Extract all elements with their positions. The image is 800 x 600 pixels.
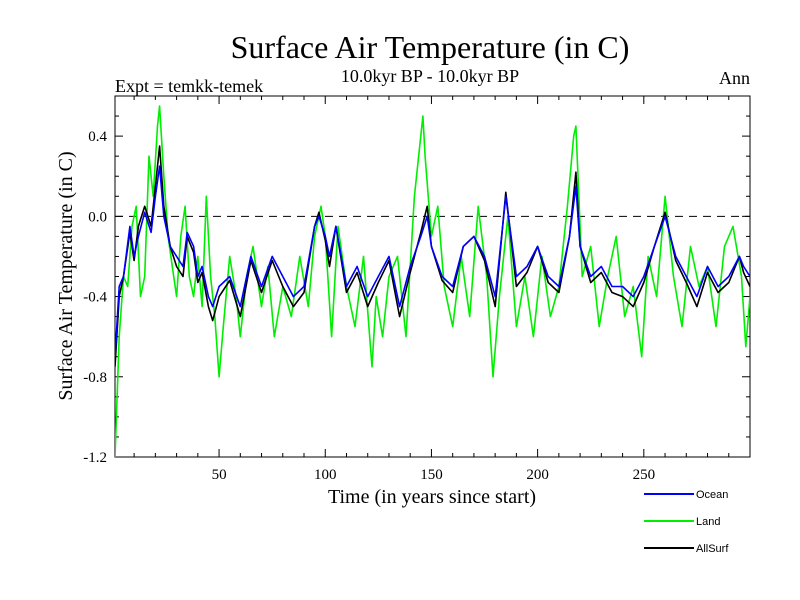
chart-subtitle: 10.0kyr BP - 10.0kyr BP [341, 66, 519, 86]
series-line-land [115, 105, 750, 457]
y-tick-label: -1.2 [83, 450, 107, 466]
experiment-label: Expt = temkk-temek [115, 76, 263, 96]
legend-label-allsurf: AllSurf [696, 543, 729, 555]
x-tick-labels: 50 100 150 200 250 [212, 467, 655, 483]
y-tick-label: 0.4 [88, 129, 107, 145]
season-label: Ann [719, 68, 750, 88]
y-axis-label: Surface Air Temperature (in C) [55, 151, 77, 400]
x-tick-label: 50 [212, 467, 227, 483]
x-axis-label: Time (in years since start) [328, 486, 536, 508]
legend-label-land: Land [696, 516, 720, 528]
x-tick-label: 100 [314, 467, 337, 483]
y-tick-label: 0.0 [88, 209, 107, 225]
series-line-allsurf [115, 145, 750, 367]
series-line-ocean [115, 165, 750, 357]
y-tick-label: -0.4 [83, 290, 107, 306]
series-lines [115, 105, 750, 457]
x-tick-label: 200 [526, 467, 549, 483]
legend: Ocean Land AllSurf [644, 489, 729, 555]
x-tick-label: 150 [420, 467, 443, 483]
legend-label-ocean: Ocean [696, 489, 728, 501]
y-tick-labels: -1.2 -0.8 -0.4 0.0 0.4 [83, 129, 107, 466]
chart-title: Surface Air Temperature (in C) [231, 29, 630, 65]
x-tick-label: 250 [633, 467, 656, 483]
y-tick-label: -0.8 [83, 370, 107, 386]
